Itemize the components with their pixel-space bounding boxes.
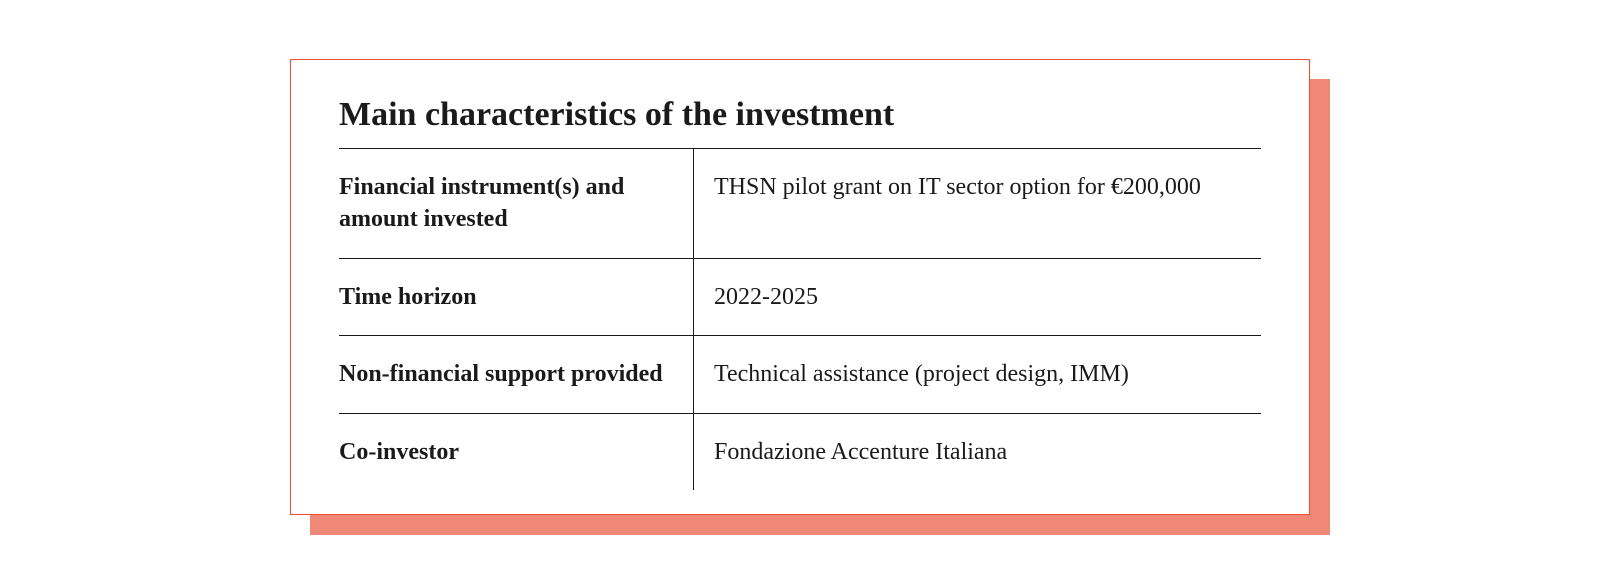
card-title: Main characteristics of the investment (339, 96, 1261, 149)
characteristics-table: Financial instrument(s) and amount inves… (339, 149, 1261, 490)
info-card-wrapper: Main characteristics of the investment F… (290, 59, 1310, 515)
table-row: Time horizon 2022-2025 (339, 259, 1261, 336)
row-label: Non-financial support provided (339, 336, 694, 413)
table-row: Non-financial support provided Technical… (339, 336, 1261, 413)
investment-card: Main characteristics of the investment F… (290, 59, 1310, 515)
row-value: Fondazione Accenture Italiana (694, 414, 1261, 490)
table-row: Co-investor Fondazione Accenture Italian… (339, 414, 1261, 490)
row-value: 2022-2025 (694, 259, 1261, 336)
row-label: Time horizon (339, 259, 694, 336)
row-label: Financial instrument(s) and amount inves… (339, 149, 694, 259)
row-label: Co-investor (339, 414, 694, 490)
table-row: Financial instrument(s) and amount inves… (339, 149, 1261, 259)
row-value: Technical assistance (project design, IM… (694, 336, 1261, 413)
row-value: THSN pilot grant on IT sector option for… (694, 149, 1261, 259)
